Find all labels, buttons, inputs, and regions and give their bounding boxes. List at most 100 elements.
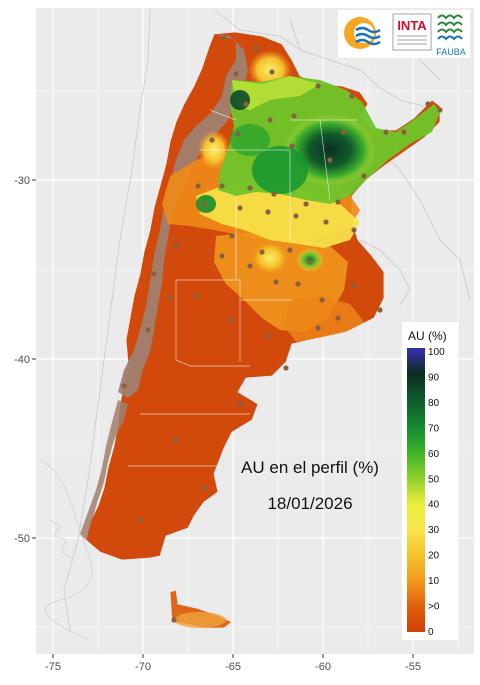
x-tick-label: -75	[45, 661, 61, 673]
y-axis-labels: -30 -40 -50	[14, 175, 30, 545]
station-dot	[201, 485, 207, 491]
station-dot	[209, 137, 215, 143]
station-dot	[273, 279, 279, 285]
station-dot	[303, 201, 309, 207]
station-points	[121, 35, 443, 623]
station-dot	[195, 183, 201, 189]
inta-logo-text: INTA	[397, 18, 427, 33]
legend-labels: 100 90 80 70 60 50 40 30 20 10 >0 0	[428, 347, 445, 638]
station-dot	[323, 219, 329, 225]
green-region-bright	[232, 76, 320, 110]
station-dot	[295, 281, 301, 287]
station-dot	[237, 401, 243, 407]
y-tick-label: -40	[14, 354, 30, 366]
station-dot	[167, 295, 173, 301]
legend-label: 70	[428, 423, 440, 434]
station-dot	[287, 247, 293, 253]
station-dot	[349, 93, 355, 99]
legend-colorbar	[407, 348, 425, 632]
station-dot	[229, 233, 235, 239]
legend-title: AU (%)	[408, 329, 447, 343]
station-dot	[291, 113, 297, 119]
legend-label: 20	[428, 551, 440, 562]
tierra-del-fuego-moist	[174, 612, 226, 628]
station-dot	[361, 173, 367, 179]
station-dot	[121, 383, 127, 389]
x-tick-label: -60	[315, 661, 331, 673]
legend-label: 80	[428, 398, 440, 409]
station-dot	[351, 227, 357, 233]
institution-logo-icon	[344, 17, 381, 49]
legend-label: 90	[428, 372, 440, 383]
station-dot	[137, 517, 143, 523]
legend-label: >0	[428, 602, 440, 613]
neighbor-borders	[39, 9, 471, 641]
station-dot	[219, 183, 225, 189]
station-dot	[173, 243, 179, 249]
fauba-logo-icon: FAUBA	[436, 14, 466, 57]
map-title: AU en el perfil (%)	[241, 458, 379, 477]
fauba-logo-text: FAUBA	[436, 47, 466, 57]
station-dot	[341, 129, 347, 135]
station-dot	[319, 297, 325, 303]
dark-spot-north	[230, 90, 250, 110]
station-dot	[221, 35, 227, 41]
station-dot	[315, 325, 321, 331]
yellow-spot-cordoba	[252, 242, 288, 274]
station-dot	[171, 617, 177, 623]
legend-label: 100	[428, 347, 445, 358]
legend-label: 30	[428, 525, 440, 536]
station-dot	[335, 315, 341, 321]
station-dot	[377, 307, 383, 313]
andes-no-data-south	[80, 400, 128, 540]
station-dot	[227, 317, 233, 323]
x-tick-label: -70	[135, 661, 151, 673]
inta-logo-icon: INTA	[392, 13, 432, 51]
station-dot	[151, 271, 157, 277]
station-dot	[173, 437, 179, 443]
station-dot	[383, 129, 389, 135]
station-dot	[243, 101, 249, 107]
station-dot	[265, 333, 271, 339]
station-dot	[265, 209, 271, 215]
orange-zone-south	[284, 296, 364, 342]
station-dot	[233, 71, 239, 77]
station-dot	[259, 249, 265, 255]
station-dot	[219, 253, 225, 259]
station-dot	[293, 213, 299, 219]
legend: AU (%) 100 90 80 70 60 50 40 30 20 10 >0 0	[402, 322, 458, 640]
station-dot	[437, 107, 443, 113]
station-dot	[237, 205, 243, 211]
axis-ticks	[32, 179, 414, 658]
logo-strip: INTA FAUBA	[338, 10, 470, 58]
legend-label: 10	[428, 576, 440, 587]
x-tick-label: -55	[405, 661, 421, 673]
x-axis-labels: -75 -70 -65 -60 -55	[45, 661, 421, 673]
station-dot	[145, 327, 151, 333]
legend-label: 60	[428, 449, 440, 460]
station-dot	[401, 129, 407, 135]
station-dot	[315, 83, 321, 89]
green-core-west	[252, 146, 308, 194]
andes-no-data	[118, 34, 248, 398]
legend-label: 50	[428, 474, 440, 485]
map-date: 18/01/2026	[267, 494, 352, 513]
station-dot	[201, 201, 207, 207]
province-borders	[128, 109, 358, 467]
station-dot	[269, 69, 275, 75]
station-dot	[327, 157, 333, 163]
station-dot	[283, 365, 289, 371]
station-dot	[247, 263, 253, 269]
green-core-sgo	[230, 124, 270, 156]
station-dot	[351, 283, 357, 289]
station-dot	[307, 259, 313, 265]
legend-label: 0	[428, 627, 434, 638]
station-dot	[289, 143, 295, 149]
station-dot	[253, 45, 259, 51]
station-dot	[267, 117, 273, 123]
station-dot	[247, 185, 253, 191]
station-dot	[335, 199, 341, 205]
y-tick-label: -50	[14, 533, 30, 545]
